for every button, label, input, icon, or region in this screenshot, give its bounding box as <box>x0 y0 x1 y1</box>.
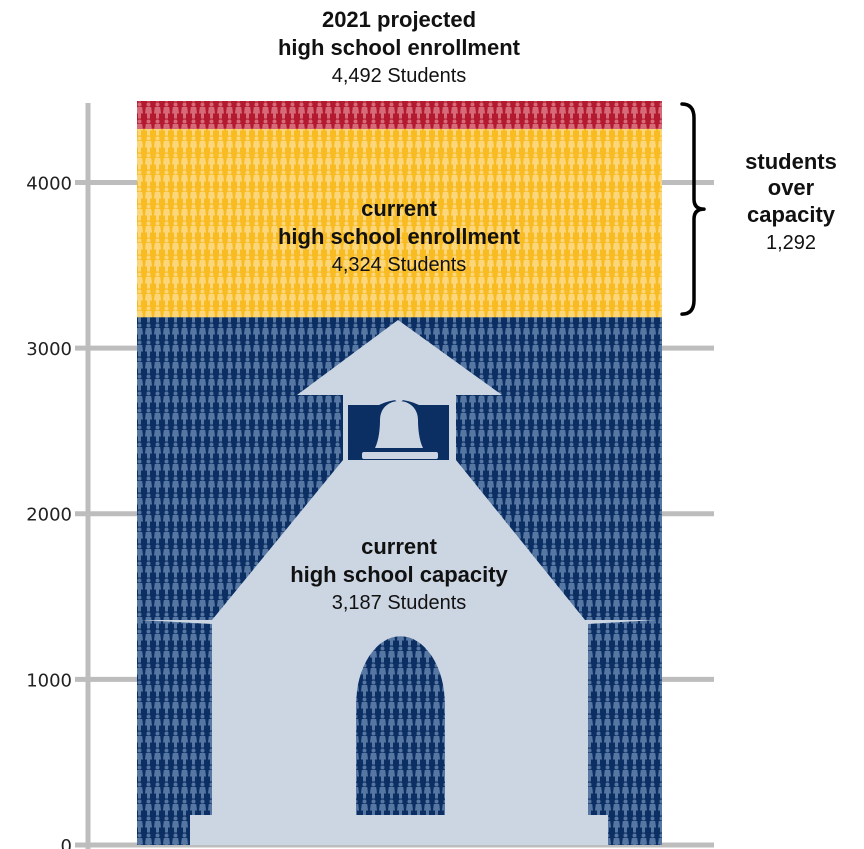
y-tick-label: 3000 <box>26 339 72 360</box>
enrollment-label-line1: current <box>361 196 437 221</box>
people-pattern <box>137 128 662 318</box>
y-tick-label: 1000 <box>26 670 72 691</box>
bar-segment <box>137 101 662 129</box>
schoolhouse-shape <box>140 320 655 845</box>
over-capacity-bracket <box>680 102 706 316</box>
capacity-label-line1: current <box>361 534 437 559</box>
y-tick-label: 2000 <box>26 505 72 526</box>
projected-title-line1: 2021 projected <box>322 7 476 32</box>
bar-segment <box>137 128 662 318</box>
over-capacity-line1: students <box>745 149 837 174</box>
y-tick-label: 0 <box>61 836 72 849</box>
bell-icon <box>348 392 449 473</box>
over-capacity-line2: over <box>768 175 815 200</box>
enrollment-value: 4,324 Students <box>332 254 467 276</box>
y-tick-labels: 0 1000 2000 3000 4000 <box>26 173 72 849</box>
projected-value: 4,492 Students <box>332 65 467 87</box>
over-capacity-value: 1,292 <box>766 232 816 254</box>
capacity-label-line2: high school capacity <box>290 562 508 587</box>
over-capacity-line3: capacity <box>747 202 836 227</box>
capacity-value: 3,187 Students <box>332 592 467 614</box>
schoolhouse-icon <box>140 320 655 845</box>
enrollment-label-line2: high school enrollment <box>278 224 521 249</box>
projected-title-line2: high school enrollment <box>278 35 521 60</box>
people-pattern <box>137 101 662 129</box>
y-tick-label: 4000 <box>26 173 72 194</box>
